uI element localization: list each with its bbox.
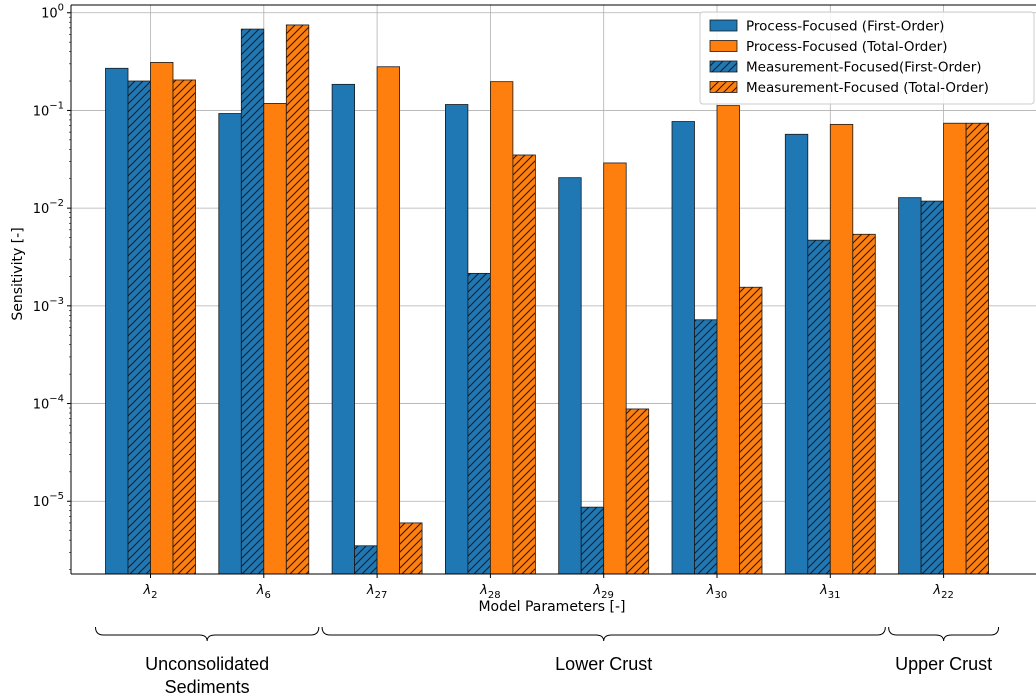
legend-entry: Process-Focused (Total-Order): [746, 39, 947, 55]
legend-swatch: [709, 60, 738, 73]
bar: [603, 162, 627, 575]
bar: [150, 62, 174, 575]
y-tick-label: 100: [41, 3, 64, 22]
bar: [965, 122, 989, 575]
x-tick-label: λ22: [932, 583, 953, 601]
bar: [898, 197, 922, 575]
y-tick-label: 10−5: [33, 491, 64, 510]
group-label: Upper Crust: [895, 654, 992, 674]
legend-swatch: [709, 19, 738, 32]
bar: [716, 105, 740, 575]
bar: [127, 80, 151, 575]
bar: [399, 522, 423, 575]
group-label: Sediments: [165, 677, 250, 697]
group-label: Unconsolidated: [145, 654, 269, 674]
x-tick-label: λ27: [366, 583, 387, 601]
x-tick-label: λ31: [819, 583, 840, 601]
bar: [263, 103, 287, 575]
group-label: Lower Crust: [555, 654, 652, 674]
bar: [489, 81, 514, 575]
bar: [512, 154, 536, 575]
bar: [105, 67, 129, 575]
legend-entry: Measurement-Focused (Total-Order): [746, 80, 989, 96]
bar: [920, 200, 944, 575]
x-tick-label: λ29: [592, 583, 613, 601]
x-tick-label: λ2: [142, 583, 157, 601]
x-tick-label: λ30: [706, 583, 727, 601]
bars: [105, 24, 989, 575]
y-tick-label: 10−2: [33, 198, 64, 217]
legend-swatch: [709, 81, 738, 93]
group-brace: [888, 626, 1000, 642]
y-tick-label: 10−1: [33, 100, 64, 119]
bar: [558, 177, 582, 575]
bar: [467, 272, 491, 575]
bar: [852, 233, 876, 575]
bar: [829, 123, 854, 575]
bar: [580, 506, 605, 575]
axes: 100 10−1 10−2 10−3 10−4 10−5 λ2 λ6 λ27 λ28 λ29 λ30 λ…: [33, 3, 1036, 601]
bar: [376, 66, 401, 575]
bar: [218, 113, 242, 575]
legend-entry: Measurement-Focused(First-Order): [746, 60, 982, 76]
bar: [285, 24, 310, 575]
group-brace: [95, 626, 320, 642]
bar: [172, 79, 196, 575]
bar: [354, 545, 378, 575]
y-tick-label: 10−3: [33, 296, 64, 315]
y-axis-label: Sensitivity [-]: [10, 227, 26, 320]
bar: [943, 122, 967, 575]
x-axis-label: Model Parameters [-]: [478, 599, 625, 615]
bar: [625, 408, 650, 575]
parameter-groups: Unconsolidated Sediments Lower Crust Upper …: [95, 626, 1000, 697]
bar: [807, 239, 831, 575]
bar: [784, 133, 809, 575]
y-tick-label: 10−4: [33, 394, 64, 413]
bar: [331, 83, 356, 575]
bar: [240, 28, 265, 575]
bar: [694, 319, 718, 575]
legend-swatch: [709, 40, 738, 52]
group-brace: [321, 626, 886, 642]
x-tick-label: λ6: [256, 583, 271, 601]
x-tick-label: λ28: [479, 583, 500, 601]
legend-entry: Process-Focused (First-Order): [746, 19, 944, 35]
legend-box: [699, 11, 1035, 105]
bar: [739, 286, 763, 575]
bar: [671, 121, 695, 575]
legend: Process-Focused (First-Order) Process-Foc…: [699, 11, 1035, 105]
bar: [444, 104, 469, 575]
